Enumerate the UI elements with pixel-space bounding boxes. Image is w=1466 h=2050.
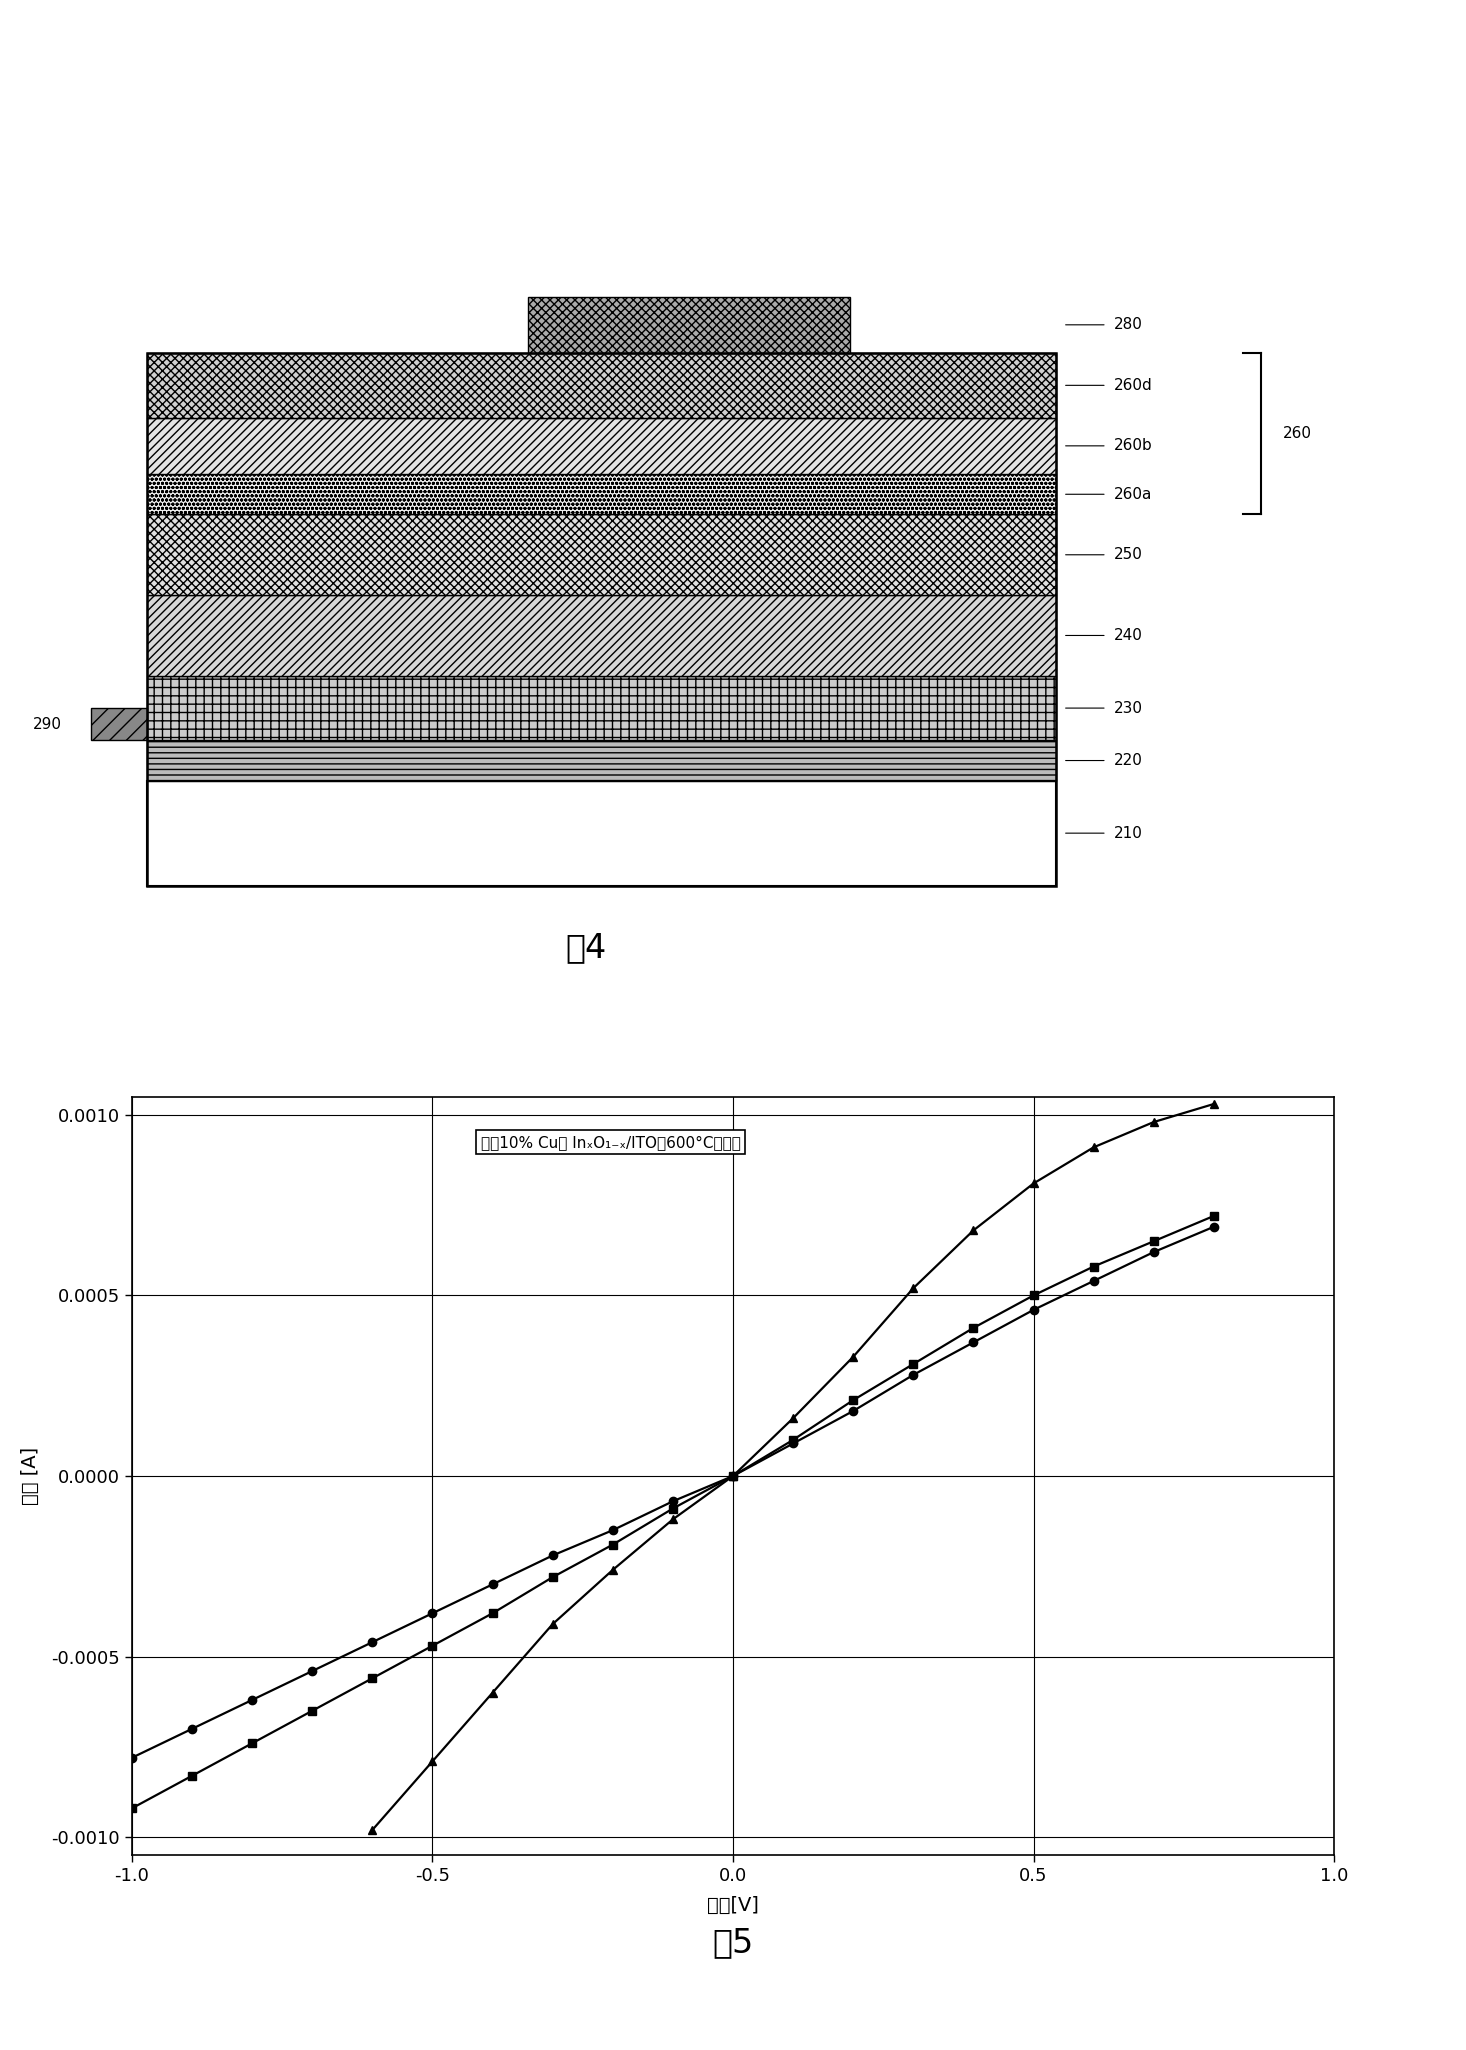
Bar xyxy=(147,515,1056,594)
Bar xyxy=(147,594,1056,677)
Bar xyxy=(528,297,850,353)
Y-axis label: 电流 [A]: 电流 [A] xyxy=(22,1447,40,1505)
Text: 210: 210 xyxy=(1114,826,1143,840)
Bar xyxy=(147,740,1056,781)
Text: 290: 290 xyxy=(32,718,62,732)
Bar xyxy=(91,707,147,740)
Bar xyxy=(147,353,1056,418)
Text: 图5: 图5 xyxy=(712,1925,754,1960)
Bar xyxy=(147,474,1056,515)
Text: 280: 280 xyxy=(1114,318,1143,332)
Text: 260a: 260a xyxy=(1114,486,1152,502)
X-axis label: 电压[V]: 电压[V] xyxy=(707,1896,759,1915)
Text: 230: 230 xyxy=(1114,701,1143,715)
Bar xyxy=(147,676,1056,740)
Text: 260d: 260d xyxy=(1114,377,1152,394)
Text: 240: 240 xyxy=(1114,627,1143,644)
Text: 掺扇10% Cu的 InₓO₁₋ₓ/ITO：600°C，空气: 掺扇10% Cu的 InₓO₁₋ₓ/ITO：600°C，空气 xyxy=(481,1136,740,1150)
Text: 220: 220 xyxy=(1114,752,1143,769)
Bar xyxy=(147,781,1056,886)
Text: 260: 260 xyxy=(1283,426,1312,441)
Bar xyxy=(147,353,1056,886)
Text: 图4: 图4 xyxy=(566,931,607,964)
Text: 250: 250 xyxy=(1114,547,1143,562)
Bar xyxy=(147,418,1056,474)
Text: 260b: 260b xyxy=(1114,439,1152,453)
